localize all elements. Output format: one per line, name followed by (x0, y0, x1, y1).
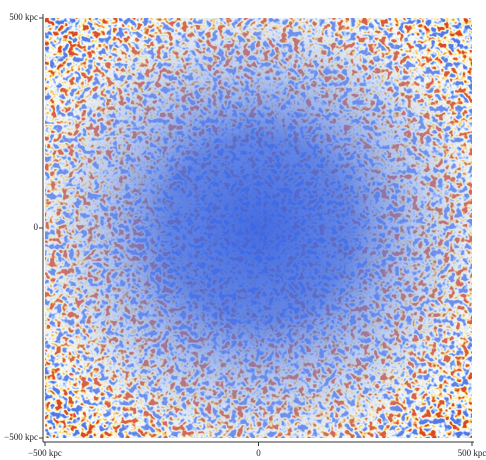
y-tick-label: 0 (34, 222, 39, 232)
y-tick-label: 500 kpc (9, 12, 38, 22)
x-tick-label: −500 kpc (28, 448, 62, 458)
y-tick-label: −500 kpc (4, 432, 38, 442)
core-glow (45, 18, 472, 438)
x-tick-label: 0 (256, 448, 261, 458)
density-field (45, 18, 472, 438)
x-tick-label: 500 kpc (458, 448, 486, 458)
